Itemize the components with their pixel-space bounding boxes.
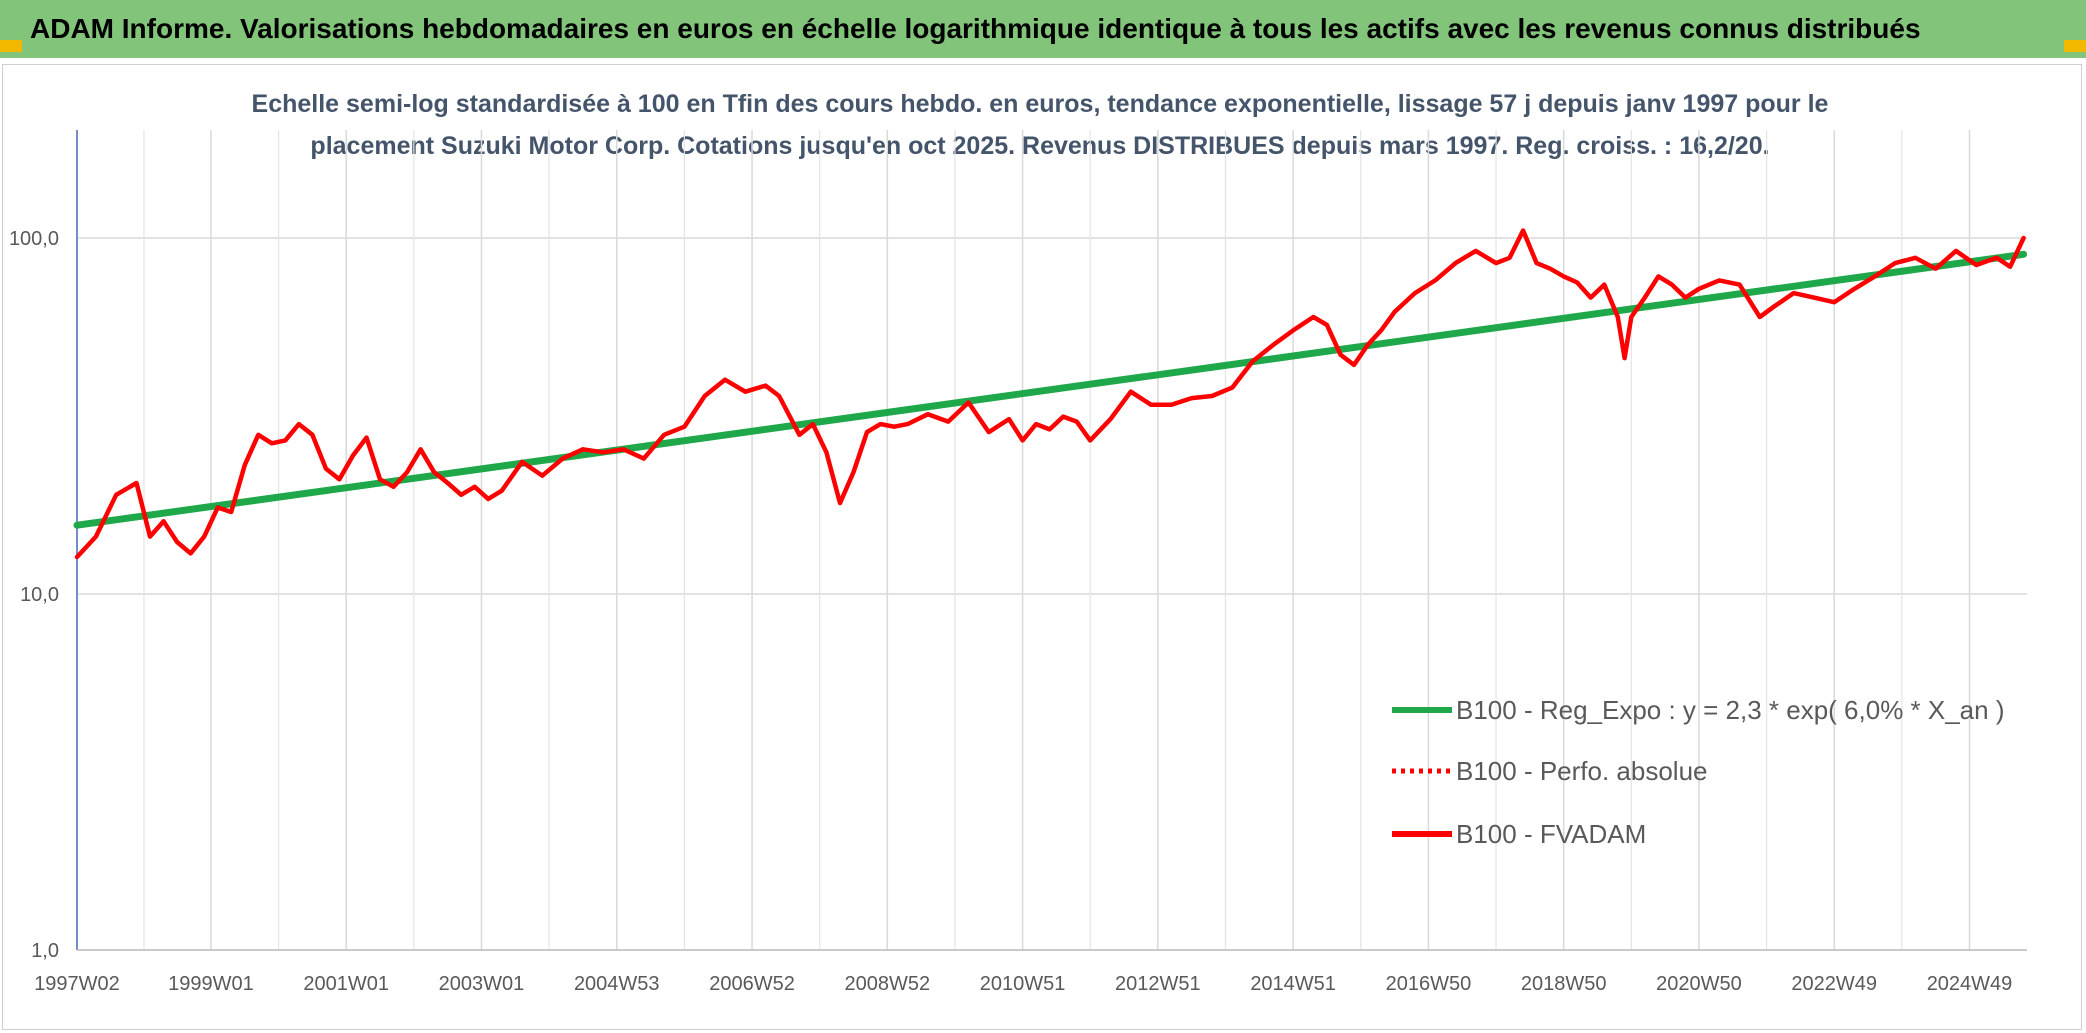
x-tick-label: 2018W50 <box>1521 973 1607 995</box>
x-tick-label: 2003W01 <box>439 973 525 995</box>
corner-marker-left <box>0 40 22 52</box>
x-tick-label: 2008W52 <box>844 973 930 995</box>
x-tick-label: 1999W01 <box>168 973 254 995</box>
x-tick-label: 2016W50 <box>1386 973 1472 995</box>
x-tick-label: 2006W52 <box>709 973 795 995</box>
grid-lines <box>76 130 2027 951</box>
x-tick-label: 2004W53 <box>574 973 660 995</box>
legend-label: B100 - Perfo. absolue <box>1456 756 1708 786</box>
x-tick-label: 2024W49 <box>1927 973 2013 995</box>
y-tick-label: 100,0 <box>9 228 59 250</box>
legend-item-absolute: B100 - Perfo. absolue <box>1392 756 1708 786</box>
corner-marker-right <box>2064 40 2086 52</box>
legend-label: B100 - Reg_Expo : y = 2,3 * exp( 6,0% * … <box>1456 695 2005 725</box>
x-tick-label: 2022W49 <box>1791 973 1877 995</box>
legend-item-fvadam: B100 - FVADAM <box>1392 819 1646 849</box>
x-tick-label: 2010W51 <box>980 973 1066 995</box>
axes <box>76 130 2027 951</box>
x-tick-label: 1997W02 <box>34 973 120 995</box>
series-lines <box>73 228 2028 560</box>
x-tick-label: 2020W50 <box>1656 973 1742 995</box>
chart-title-line-2: placement Suzuki Motor Corp. Cotations j… <box>310 132 1770 160</box>
x-tick-label: 2012W51 <box>1115 973 1201 995</box>
y-tick-label: 1,0 <box>31 940 59 962</box>
chart-frame <box>2 64 2082 1030</box>
x-tick-label: 2001W01 <box>303 973 389 995</box>
report-banner: ADAM Informe. Valorisations hebdomadaire… <box>0 0 2086 58</box>
x-tick-label: 2014W51 <box>1250 973 1336 995</box>
legend-item-trend: B100 - Reg_Expo : y = 2,3 * exp( 6,0% * … <box>1392 695 2005 725</box>
legend: B100 - Reg_Expo : y = 2,3 * exp( 6,0% * … <box>1392 695 2005 849</box>
tick-labels: 1,0 10,0 100,0 1997W02 1999W01 2001W01 2003W01… <box>9 228 2012 995</box>
legend-label: B100 - FVADAM <box>1456 819 1646 849</box>
trend-line <box>73 250 2028 529</box>
fvadam-line <box>74 228 2026 560</box>
y-tick-label: 10,0 <box>20 584 59 606</box>
chart-title-line-1: Echelle semi-log standardisée à 100 en T… <box>251 90 1829 118</box>
report-title: ADAM Informe. Valorisations hebdomadaire… <box>30 13 1921 44</box>
